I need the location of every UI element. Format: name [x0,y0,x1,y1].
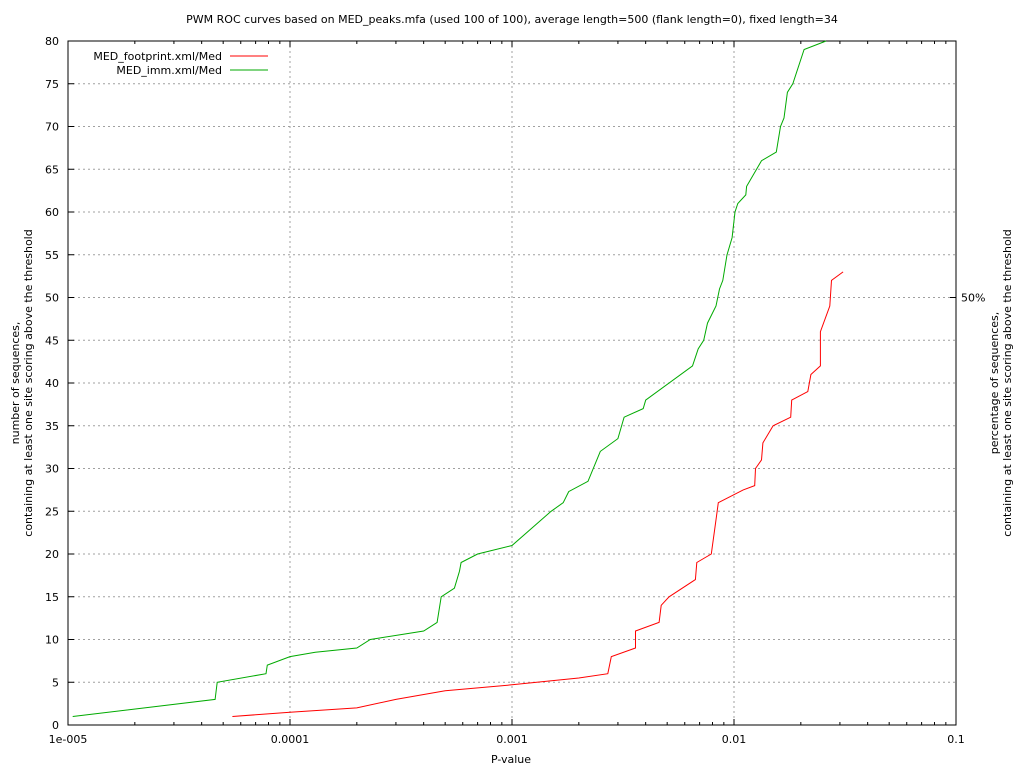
x-tick-label: 0.1 [947,733,965,746]
y-axis-label-line1: number of sequences, [9,322,22,445]
y-tick-label: 65 [45,163,59,176]
y-tick-label: 55 [45,249,59,262]
x-tick-label: 0.01 [722,733,747,746]
x-tick-label: 0.001 [496,733,528,746]
y-tick-label: 60 [45,206,59,219]
y-tick-label: 0 [52,719,59,732]
y-tick-label: 70 [45,121,59,134]
y2-axis-label-line2: containing at least one site scoring abo… [1001,229,1014,536]
series-line-1 [232,271,844,717]
y-tick-label: 30 [45,463,59,476]
y-axis-label-line2: containing at least one site scoring abo… [22,229,35,536]
y-tick-label: 40 [45,377,59,390]
grid-lines [68,41,956,725]
y-tick-label: 35 [45,420,59,433]
y-tick-label: 80 [45,35,59,48]
y-axis-label: number of sequences, containing at least… [9,229,35,536]
y-tick-label: 25 [45,505,59,518]
x-tick-label: 1e-005 [49,733,88,746]
y-tick-label: 50 [45,292,59,305]
x-axis-label: P-value [491,753,531,766]
y-tick-label: 15 [45,591,59,604]
chart-title: PWM ROC curves based on MED_peaks.mfa (u… [186,13,838,26]
y-tick-label: 10 [45,634,59,647]
legend-label-2: MED_imm.xml/Med [116,64,222,77]
y2-axis-label: percentage of sequences, containing at l… [988,229,1014,536]
series-line-2 [72,40,827,717]
y-tick-label: 45 [45,334,59,347]
y2-axis-label-line1: percentage of sequences, [988,312,1001,454]
axis-ticks: 1e-005 0.0001 0.001 0.01 0.1 0 5 10 15 20 25 30 35 40… [45,35,985,746]
legend-label-1: MED_footprint.xml/Med [93,50,222,63]
y-tick-label: 75 [45,78,59,91]
y-tick-label: 5 [52,676,59,689]
series-lines [72,40,844,717]
x-tick-label: 0.0001 [271,733,310,746]
y-tick-label: 20 [45,548,59,561]
y2-tick-label: 50% [961,292,985,305]
